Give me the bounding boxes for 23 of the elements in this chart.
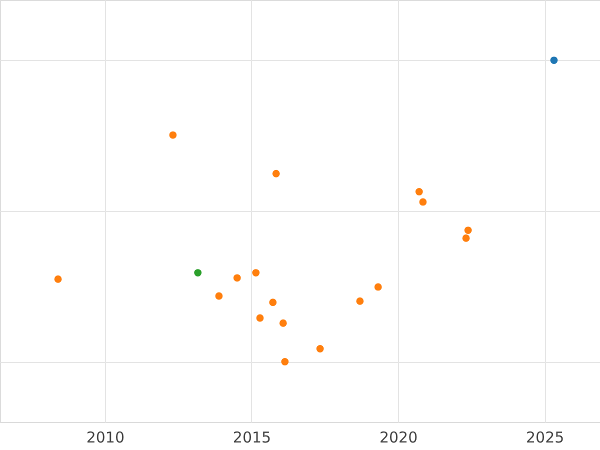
- point: [462, 234, 470, 242]
- x-tick-label: 2020: [379, 428, 418, 446]
- point: [464, 226, 472, 234]
- point: [272, 170, 280, 178]
- point: [194, 269, 202, 276]
- point: [374, 283, 382, 291]
- point: [419, 198, 427, 206]
- point: [252, 269, 260, 276]
- point: [356, 297, 364, 305]
- x-tick-label: 2015: [232, 428, 272, 446]
- point: [279, 319, 287, 327]
- point: [415, 188, 423, 196]
- point: [54, 275, 62, 283]
- point: [256, 314, 264, 322]
- point: [169, 131, 177, 139]
- x-tick-label: 2010: [86, 428, 125, 446]
- point: [281, 358, 289, 366]
- point: [550, 56, 558, 64]
- point: [316, 345, 324, 352]
- point: [233, 274, 241, 282]
- x-tick-label: 2025: [526, 428, 564, 446]
- point: [269, 298, 277, 306]
- point: [215, 292, 223, 300]
